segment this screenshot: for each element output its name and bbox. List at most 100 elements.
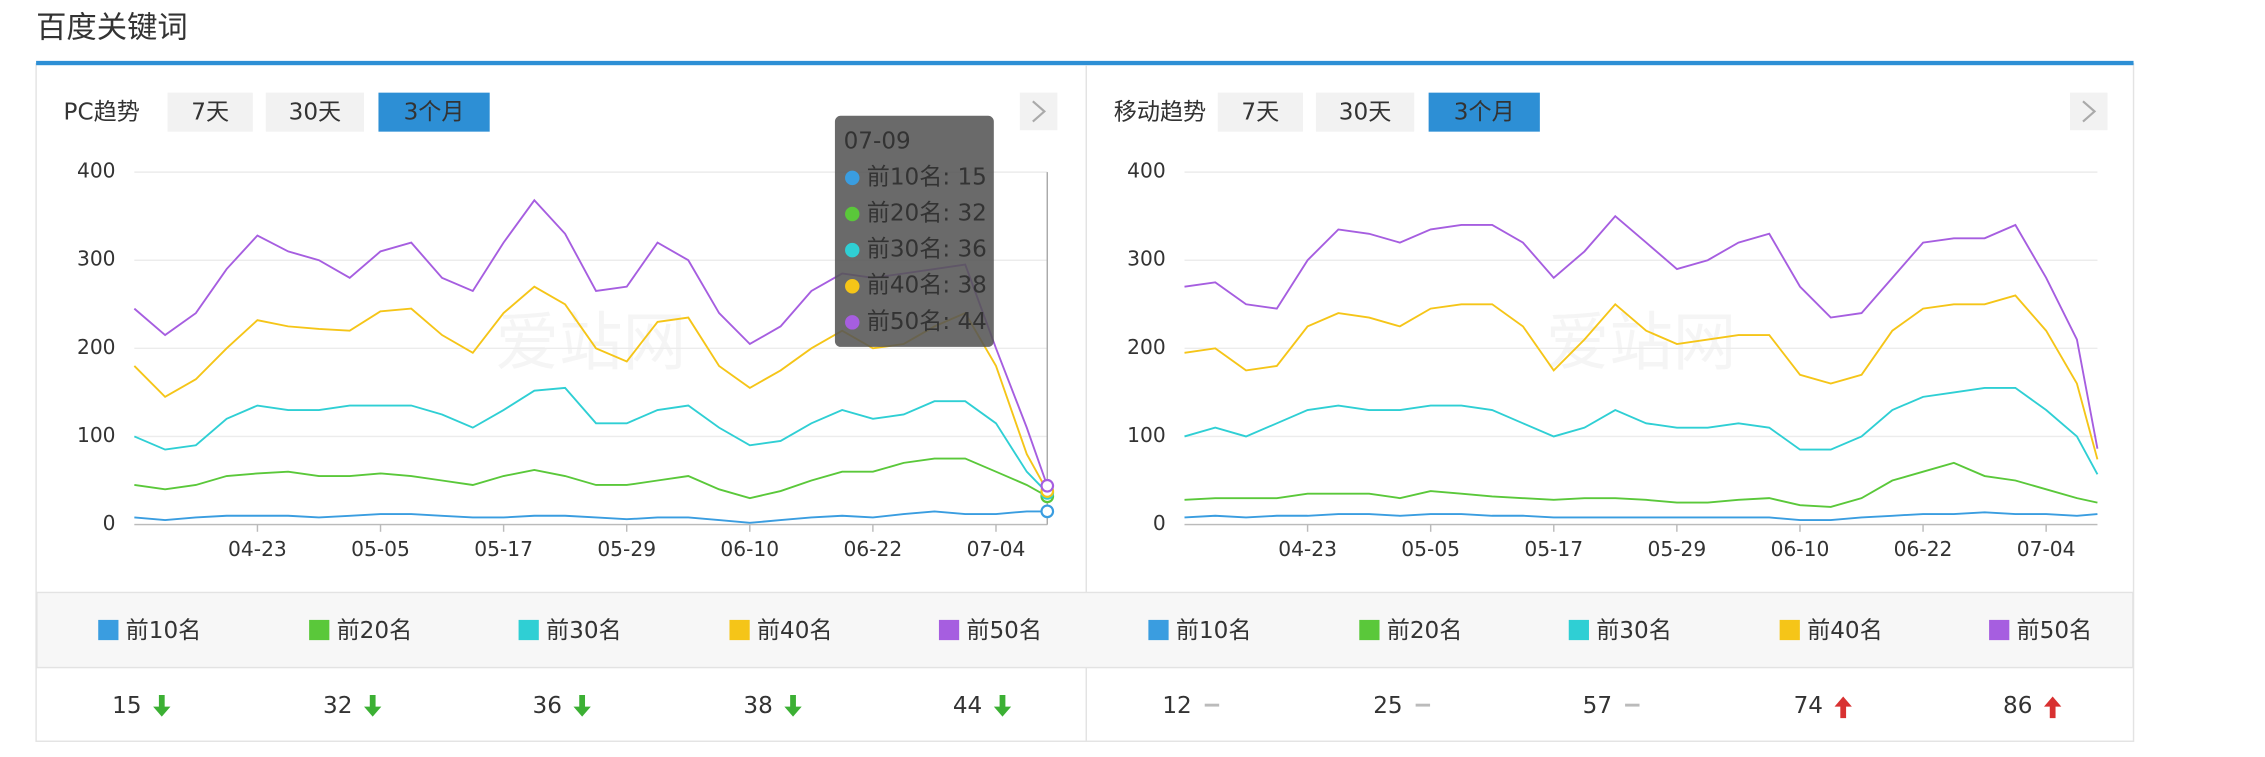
trend-arrow	[2043, 696, 2062, 719]
legend-swatch[interactable]	[1568, 619, 1589, 641]
tab-label[interactable]: 7天	[1241, 99, 1279, 125]
legend-swatch[interactable]	[1989, 619, 2010, 641]
tab-label[interactable]: 3个月	[404, 99, 465, 125]
tooltip-box	[834, 115, 994, 347]
summary-value: 44	[953, 693, 982, 719]
tooltip-dot	[845, 206, 860, 222]
tooltip-item: 前40名: 38	[867, 273, 987, 299]
trend-arrow	[993, 695, 1012, 717]
legend-swatch[interactable]	[518, 619, 539, 641]
legend-label[interactable]: 前50名	[966, 618, 1042, 644]
summary-value: 38	[743, 693, 772, 719]
x-tick-label: 05-05	[1401, 537, 1460, 561]
tab[interactable]	[167, 92, 253, 132]
hover-point	[1040, 478, 1055, 493]
tooltip-item: 前20名: 32	[867, 200, 987, 226]
legend-swatch[interactable]	[309, 619, 330, 641]
x-tick-label: 07-04	[2017, 537, 2076, 561]
trend-arrow	[573, 695, 591, 717]
series-line	[134, 510, 1048, 524]
legend-swatch[interactable]	[1148, 619, 1169, 641]
chart-title: 移动趋势	[1114, 99, 1206, 125]
tab-label[interactable]: 30天	[1339, 99, 1392, 125]
next-button[interactable]	[1019, 92, 1058, 131]
tooltip-dot	[845, 170, 860, 186]
series-line	[134, 457, 1048, 500]
tab[interactable]	[1315, 92, 1415, 132]
tooltip-title: 07-09	[844, 128, 911, 154]
x-tick-label: 05-29	[1647, 537, 1706, 561]
series-line	[1184, 511, 2098, 522]
hover-point	[1040, 504, 1055, 519]
x-tick-label: 05-17	[474, 537, 533, 561]
tooltip-item: 前50名: 44	[867, 309, 987, 335]
top-rule	[36, 60, 2134, 66]
legend-label[interactable]: 前20名	[1387, 618, 1463, 644]
legend-swatch[interactable]	[1359, 619, 1380, 641]
tab[interactable]	[1428, 92, 1540, 132]
x-tick-label: 04-23	[1278, 537, 1337, 561]
y-tick-label: 200	[77, 335, 116, 359]
y-tick-label: 400	[77, 159, 116, 183]
tooltip-dot	[845, 242, 860, 258]
legend-swatch[interactable]	[98, 619, 119, 641]
y-tick-label: 300	[77, 247, 116, 271]
summary-value: 74	[1794, 693, 1823, 719]
y-tick-label: 100	[77, 423, 116, 447]
x-tick-label: 05-05	[351, 537, 410, 561]
legend-label[interactable]: 前50名	[2017, 618, 2093, 644]
summary-value: 86	[2003, 693, 2032, 719]
tooltip-item: 前30名: 36	[867, 237, 987, 263]
series-line	[1184, 386, 2099, 475]
tab-label[interactable]: 7天	[191, 99, 229, 125]
series-line	[1184, 461, 2098, 508]
legend-label[interactable]: 前10名	[126, 618, 202, 644]
summary-value: 57	[1583, 693, 1612, 719]
y-tick-label: 200	[1127, 335, 1166, 359]
tooltip-dot	[845, 278, 860, 294]
tab[interactable]	[265, 92, 365, 132]
legend-label[interactable]: 前40名	[757, 618, 833, 644]
x-tick-label: 07-04	[967, 537, 1026, 561]
summary-value: 25	[1373, 693, 1402, 719]
legend-swatch[interactable]	[938, 619, 960, 641]
x-tick-label: 06-10	[1771, 537, 1830, 561]
page-title: 百度关键词	[36, 11, 188, 46]
legend-label[interactable]: 前30名	[1596, 618, 1672, 644]
y-tick-label: 0	[1153, 511, 1166, 535]
y-tick-label: 400	[1127, 159, 1166, 183]
summary-value: 36	[533, 693, 562, 719]
legend-label[interactable]: 前10名	[1176, 618, 1252, 644]
trend-arrow	[364, 695, 382, 717]
summary-value: 32	[323, 693, 352, 719]
legend-label[interactable]: 前30名	[546, 618, 622, 644]
trend-arrow	[153, 695, 171, 717]
tab[interactable]	[378, 92, 490, 132]
tab[interactable]	[1217, 92, 1303, 132]
series-line	[1184, 214, 2099, 449]
legend-swatch[interactable]	[1779, 619, 1800, 641]
watermark: 爱站网	[1546, 305, 1737, 379]
chart-title: PC趋势	[64, 99, 140, 125]
tab-label[interactable]: 30天	[289, 99, 342, 125]
series-line	[1184, 294, 2099, 460]
x-tick-label: 06-22	[1894, 537, 1953, 561]
summary-value: 15	[112, 693, 141, 719]
x-tick-label: 04-23	[228, 537, 287, 561]
legend-label[interactable]: 前40名	[1807, 618, 1883, 644]
tab-label[interactable]: 3个月	[1454, 99, 1515, 125]
trend-arrow	[1834, 696, 1852, 719]
x-tick-label: 06-22	[844, 537, 903, 561]
next-button[interactable]	[2069, 92, 2108, 131]
legend-swatch[interactable]	[729, 619, 750, 641]
y-tick-label: 100	[1127, 423, 1166, 447]
tooltip-item: 前10名: 15	[867, 164, 987, 190]
x-tick-label: 05-29	[597, 537, 656, 561]
x-tick-label: 05-17	[1524, 537, 1583, 561]
legend-label[interactable]: 前20名	[337, 618, 413, 644]
y-tick-label: 300	[1127, 247, 1166, 271]
tooltip-dot	[845, 315, 860, 330]
x-tick-label: 06-10	[720, 537, 779, 561]
